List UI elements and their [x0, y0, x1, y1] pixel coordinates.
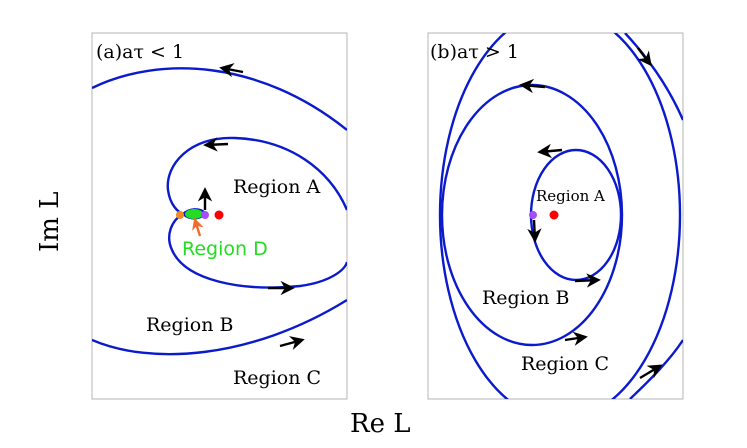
purple-point-b [529, 211, 537, 219]
y-axis-label: Im L [35, 192, 65, 252]
flow-arrow-a-1 [219, 63, 244, 78]
panel-b-title: (b)aτ > 1 [430, 41, 519, 63]
region-d-label: Region D [182, 238, 268, 260]
fixed-point-b [549, 210, 559, 220]
region-c-label-b: Region C [521, 353, 609, 375]
orange-point-a [176, 211, 184, 219]
flow-arrow-b-6 [564, 331, 588, 346]
panel-b: (b)aτ > 1 Region A Region B Region C [427, 32, 684, 400]
flow-arrow-b-2 [519, 78, 546, 94]
flow-arrow-b-7 [639, 364, 663, 380]
purple-point-a [201, 211, 209, 219]
trajectory-b-corner-top [624, 33, 683, 121]
region-a-label-b: Region A [536, 187, 605, 205]
flow-arrow-b-4 [527, 219, 542, 243]
panel-b-frame [427, 32, 684, 400]
panel-a-frame [91, 32, 348, 400]
region-b-label-b: Region B [482, 287, 569, 309]
panel-a-title: (a)aτ < 1 [96, 41, 184, 63]
panel-a: (a)aτ < 1 Region A Region D Region B Reg… [91, 32, 348, 400]
region-d-fill [185, 209, 203, 219]
flow-arrow-b-1 [637, 47, 652, 67]
region-d-pointer [192, 217, 204, 237]
flow-arrow-b-3 [537, 143, 563, 159]
region-b-label-a: Region B [146, 314, 233, 336]
flow-arrow-b-5 [574, 273, 601, 288]
trajectory-b-inner [529, 148, 623, 282]
trajectory-a-outer-upper [92, 67, 347, 131]
flow-arrow-a-2 [203, 137, 229, 152]
trajectory-a-outer-lower [92, 298, 347, 356]
region-c-label-a: Region C [233, 367, 321, 389]
flow-arrow-a-5 [279, 336, 305, 350]
region-a-label-a: Region A [233, 176, 321, 198]
trajectory-b-outer [438, 33, 682, 399]
fixed-point-a [214, 210, 224, 220]
x-axis-label: Re L [350, 409, 411, 439]
